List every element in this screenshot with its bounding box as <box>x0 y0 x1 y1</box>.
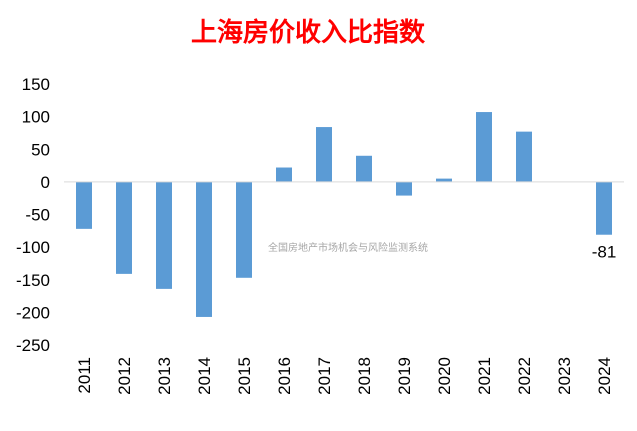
bar-2013 <box>156 181 172 289</box>
bars <box>76 112 612 317</box>
x-tick-label: 2014 <box>195 357 214 395</box>
data-label: -81 <box>592 243 617 262</box>
y-tick-label: 100 <box>22 108 50 127</box>
bar-2019 <box>396 181 412 196</box>
y-tick-label: 0 <box>41 173 50 192</box>
x-tick-label: 2012 <box>115 357 134 395</box>
x-tick-label: 2020 <box>435 357 454 395</box>
y-axis: 150 100 50 0 -50 -100 -150 -200 -250 <box>16 75 50 355</box>
bar-2024 <box>596 181 612 235</box>
y-tick-label: -50 <box>25 206 50 225</box>
x-axis: 2011 2012 2013 2014 2015 2016 2017 2018 2019 2020… <box>75 357 614 395</box>
x-tick-label: 2024 <box>595 357 614 395</box>
bar-2017 <box>316 127 332 182</box>
x-tick-label: 2018 <box>355 357 374 395</box>
y-tick-label: 150 <box>22 75 50 94</box>
bar-2011 <box>76 181 92 229</box>
bar-2020 <box>436 178 452 182</box>
x-tick-label: 2013 <box>155 357 174 395</box>
bar-2015 <box>236 181 252 278</box>
bar-2018 <box>356 155 372 182</box>
x-tick-label: 2022 <box>515 357 534 395</box>
bar-2022 <box>516 131 532 182</box>
x-tick-label: 2021 <box>475 357 494 395</box>
watermark: 全国房地产市场机会与风险监测系统 <box>268 241 428 254</box>
bar-2014 <box>196 181 212 317</box>
data-labels: -81 <box>592 243 617 262</box>
bar-2016 <box>276 167 292 182</box>
bar-2012 <box>116 181 132 274</box>
y-tick-label: -200 <box>16 303 50 322</box>
x-tick-label: 2019 <box>395 357 414 395</box>
y-tick-label: -250 <box>16 336 50 355</box>
x-tick-label: 2017 <box>315 357 334 395</box>
bar-2021 <box>476 112 492 182</box>
x-tick-label: 2011 <box>75 357 94 394</box>
x-tick-label: 2015 <box>235 357 254 395</box>
x-tick-label: 2023 <box>555 357 574 395</box>
x-tick-label: 2016 <box>275 357 294 395</box>
y-tick-label: -150 <box>16 271 50 290</box>
chart-title: 上海房价收入比指数 <box>191 18 426 48</box>
y-tick-label: -100 <box>16 238 50 257</box>
y-tick-label: 50 <box>31 140 50 159</box>
